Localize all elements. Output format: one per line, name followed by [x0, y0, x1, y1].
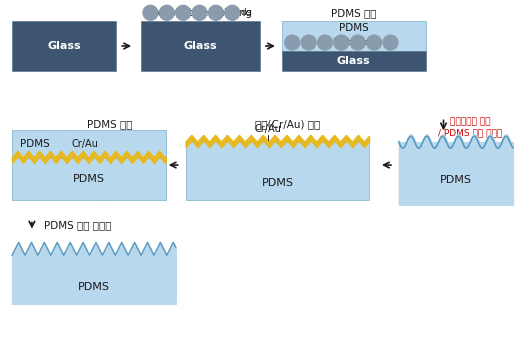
Bar: [12, 21, 116, 71]
Text: Cr/Au: Cr/Au: [71, 139, 99, 149]
Text: PS beads: PS beads: [211, 8, 251, 17]
Bar: [186, 142, 369, 200]
Text: 금속(Cr/Au) 증착: 금속(Cr/Au) 증착: [255, 119, 320, 129]
Circle shape: [366, 35, 382, 50]
Text: PDMS: PDMS: [261, 178, 293, 188]
Text: Cr/Au: Cr/Au: [255, 124, 281, 134]
Text: Glass: Glass: [47, 41, 81, 51]
Bar: [282, 51, 426, 71]
Text: PDMS: PDMS: [440, 175, 472, 185]
Circle shape: [225, 5, 240, 20]
Text: / PDMS 음각 거무집: / PDMS 음각 거무집: [438, 128, 502, 137]
Circle shape: [176, 5, 191, 20]
Bar: [282, 21, 426, 51]
Text: 폴리스틸렌 제거: 폴리스틸렌 제거: [450, 117, 490, 126]
Circle shape: [285, 35, 300, 50]
Circle shape: [318, 35, 332, 50]
Text: PDMS: PDMS: [73, 174, 105, 184]
Text: Glass: Glass: [184, 41, 217, 51]
Circle shape: [301, 35, 316, 50]
Circle shape: [350, 35, 365, 50]
Text: Glass: Glass: [337, 56, 371, 66]
Circle shape: [143, 5, 158, 20]
Text: PDMS 도포: PDMS 도포: [331, 8, 376, 18]
Circle shape: [160, 5, 174, 20]
Text: PDMS: PDMS: [78, 282, 110, 292]
Bar: [12, 158, 166, 200]
Text: PDMS: PDMS: [20, 139, 50, 149]
Text: PS beads: PS beads: [333, 38, 374, 47]
Circle shape: [208, 5, 223, 20]
Circle shape: [334, 35, 349, 50]
Circle shape: [192, 5, 207, 20]
Text: PDMS 도포: PDMS 도포: [87, 119, 132, 129]
Bar: [12, 255, 176, 299]
Bar: [141, 21, 260, 71]
Text: PDMS: PDMS: [339, 23, 369, 33]
Text: Convective Coating: Convective Coating: [150, 8, 251, 18]
Bar: [12, 130, 166, 158]
Text: PDMS 양각 거무집: PDMS 양각 거무집: [44, 220, 111, 231]
Bar: [399, 142, 513, 200]
Circle shape: [383, 35, 398, 50]
